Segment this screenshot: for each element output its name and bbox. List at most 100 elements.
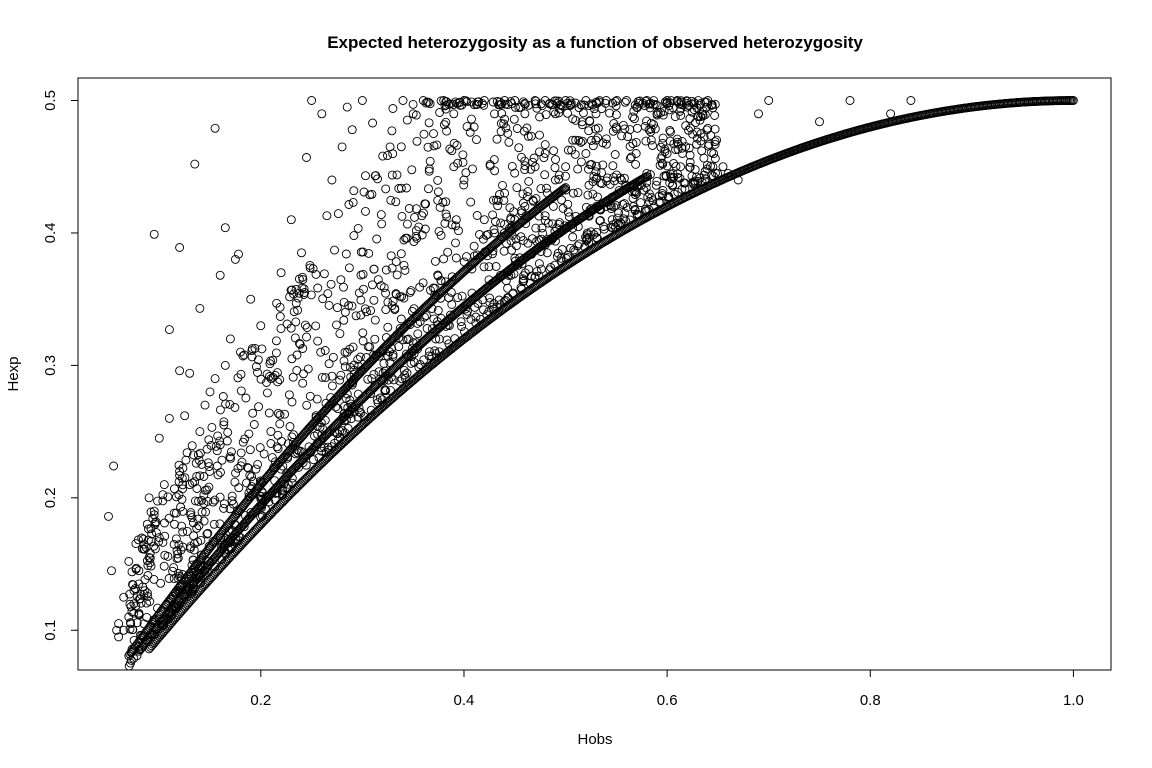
data-point	[529, 246, 539, 256]
x-tick-label: 0.4	[454, 692, 475, 709]
data-point	[236, 386, 246, 396]
data-point	[693, 96, 703, 106]
data-point	[654, 191, 664, 201]
data-point	[337, 142, 347, 152]
data-point	[190, 496, 200, 506]
data-point	[234, 531, 243, 541]
data-point	[563, 207, 573, 217]
data-point	[525, 278, 535, 288]
data-point	[611, 110, 621, 120]
data-point	[243, 462, 252, 472]
data-point	[169, 563, 179, 573]
data-point	[520, 165, 530, 175]
data-point	[129, 653, 139, 663]
data-point	[540, 211, 550, 221]
data-point	[344, 263, 354, 273]
data-point	[554, 174, 564, 184]
data-point	[294, 274, 304, 284]
data-point	[530, 162, 540, 172]
data-point	[496, 218, 506, 228]
data-point	[471, 312, 481, 322]
data-point	[644, 189, 654, 199]
data-point	[561, 185, 571, 195]
data-point	[164, 413, 174, 423]
data-point	[278, 461, 288, 471]
data-point	[549, 107, 559, 117]
data-point	[287, 478, 297, 488]
data-point	[149, 510, 159, 520]
data-point	[317, 446, 327, 456]
data-point	[557, 195, 567, 205]
data-point	[182, 448, 192, 458]
data-point	[629, 114, 639, 124]
data-point	[369, 350, 379, 360]
data-point	[194, 564, 203, 574]
data-point	[601, 139, 611, 149]
data-point	[484, 262, 494, 272]
data-point	[327, 175, 337, 185]
data-point	[473, 97, 483, 107]
data-point	[516, 232, 526, 242]
data-point	[419, 208, 428, 218]
data-point	[401, 349, 411, 359]
data-point	[531, 96, 541, 106]
data-point	[424, 118, 434, 128]
data-point	[542, 248, 552, 258]
data-point	[514, 143, 524, 153]
data-point	[658, 191, 667, 201]
data-point	[479, 262, 489, 272]
data-point	[241, 393, 251, 403]
data-point	[447, 300, 457, 309]
data-point	[499, 195, 509, 205]
data-point	[531, 99, 541, 109]
data-point	[441, 321, 451, 331]
data-point	[540, 215, 550, 225]
data-point	[468, 164, 477, 174]
data-point	[173, 553, 183, 563]
data-point	[641, 96, 651, 106]
data-point	[302, 153, 311, 162]
data-point	[523, 238, 533, 248]
data-point	[167, 605, 177, 615]
data-point	[292, 448, 302, 458]
data-point	[538, 228, 548, 238]
data-point	[178, 484, 188, 494]
data-point	[523, 192, 532, 202]
data-point	[561, 162, 571, 172]
data-point	[430, 290, 440, 300]
data-point	[216, 533, 225, 543]
data-point	[220, 223, 230, 233]
data-point	[128, 625, 137, 635]
data-point	[413, 318, 422, 328]
data-point	[380, 366, 390, 376]
data-point	[359, 187, 369, 197]
data-point	[565, 96, 575, 106]
data-point	[444, 321, 454, 331]
data-point	[733, 175, 743, 185]
data-point	[520, 202, 530, 211]
data-point	[723, 168, 733, 178]
data-point	[256, 512, 266, 522]
data-point	[314, 453, 324, 463]
data-point	[342, 347, 352, 357]
data-point	[625, 215, 635, 225]
data-point	[462, 122, 472, 132]
y-tick-label: 0.5	[42, 90, 59, 111]
data-point	[142, 598, 151, 608]
data-point	[336, 275, 346, 285]
data-point	[682, 96, 692, 106]
data-point	[593, 234, 602, 244]
data-point	[592, 227, 602, 237]
data-point	[433, 195, 443, 205]
data-point	[388, 149, 398, 159]
data-point	[171, 492, 181, 502]
data-point	[246, 508, 256, 518]
data-point	[407, 165, 417, 175]
data-point	[527, 249, 536, 259]
data-point	[370, 334, 380, 344]
data-point	[407, 306, 417, 316]
data-point	[247, 472, 257, 482]
data-point	[174, 596, 184, 606]
data-point	[584, 164, 593, 174]
data-point	[687, 107, 697, 117]
